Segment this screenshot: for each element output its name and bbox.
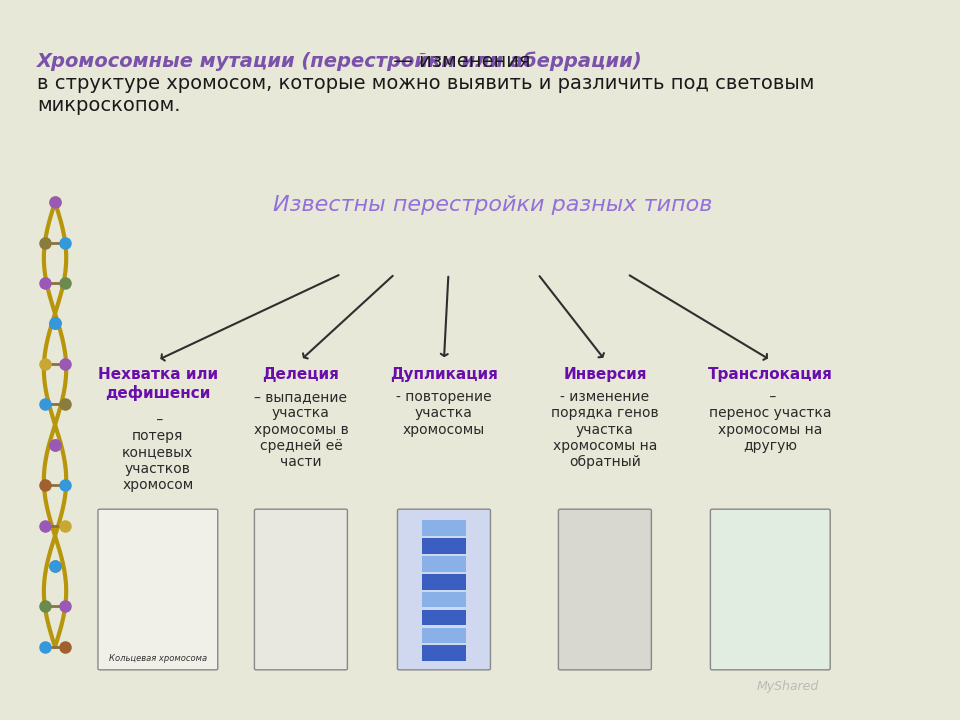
FancyBboxPatch shape [254,509,348,670]
Text: –
перенос участка
хромосомы на
другую: – перенос участка хромосомы на другую [709,390,831,453]
Bar [421,520,467,536]
Bar [421,556,467,572]
Bar [421,610,467,626]
FancyBboxPatch shape [710,509,830,670]
Text: Хромосомные мутации (перестройки или аберрации): Хромосомные мутации (перестройки или абе… [37,52,643,71]
Text: - изменение
порядка генов
участка
хромосомы на
обратный: - изменение порядка генов участка хромос… [551,390,659,469]
Text: - повторение
участка
хромосомы: - повторение участка хромосомы [396,390,492,436]
Text: Дупликация: Дупликация [390,367,498,382]
FancyBboxPatch shape [397,509,491,670]
FancyBboxPatch shape [559,509,652,670]
Text: Транслокация: Транслокация [708,367,832,382]
Text: Делеция: Делеция [262,367,339,382]
Text: Нехватка или
дефишенси: Нехватка или дефишенси [98,367,218,401]
Bar [421,592,467,608]
Text: — изменения
в структуре хромосом, которые можно выявить и различить под световым: — изменения в структуре хромосом, которы… [37,52,814,114]
Bar [421,645,467,661]
Bar [421,538,467,554]
Text: – выпадение
участка
хромосомы в
средней её
части: – выпадение участка хромосомы в средней … [253,390,348,469]
Text: MyShared: MyShared [757,680,819,693]
FancyBboxPatch shape [98,509,218,670]
Text: –
потеря
концевых
участков
хромосом: – потеря концевых участков хромосом [122,413,194,492]
Text: Известны перестройки разных типов: Известны перестройки разных типов [274,195,713,215]
Text: Кольцевая хромосома: Кольцевая хромосома [108,654,207,663]
Bar [421,628,467,643]
Bar [421,574,467,590]
Text: Инверсия: Инверсия [564,367,647,382]
